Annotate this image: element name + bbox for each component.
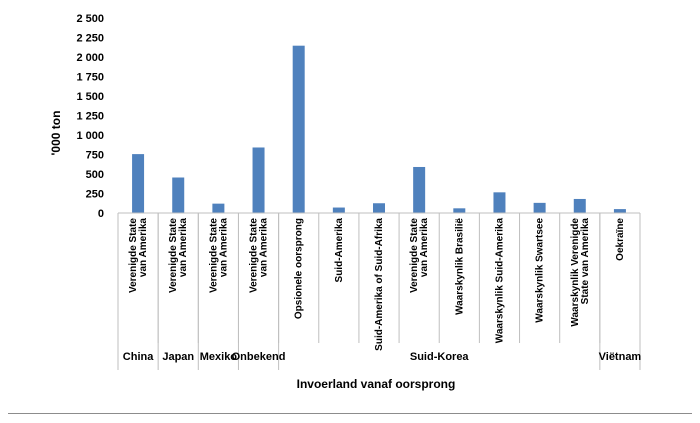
bar (252, 147, 265, 213)
category-label: Verenigde State (249, 218, 260, 293)
y-axis-title: '000 ton (49, 111, 63, 156)
bar (613, 209, 626, 213)
category-label: Suid-Amerika of Suid-Afrika (374, 218, 385, 351)
bar (493, 192, 506, 213)
category-label: Verenigde State (128, 218, 139, 293)
bar (332, 207, 345, 213)
bar (533, 202, 546, 213)
bar (413, 166, 426, 213)
y-tick-label: 1 000 (76, 130, 104, 142)
bar (132, 154, 145, 213)
category-label: Verenigde State (409, 218, 420, 293)
category-label: Verenigde State (208, 218, 219, 293)
category-label: Oekraïne (615, 218, 626, 261)
y-tick-label: 1 250 (76, 111, 104, 123)
y-tick-label: 1 750 (76, 72, 104, 84)
category-labels: Verenigde State van Amerika Verenigde Stat… (128, 218, 626, 351)
group-label: Japan (162, 351, 194, 363)
y-tick-label: 500 (86, 169, 104, 181)
bar (453, 208, 466, 213)
bar (573, 198, 586, 213)
category-label: Waarskynlik Brasilië (454, 218, 465, 315)
y-tick-label: 1 500 (76, 91, 104, 103)
category-label: van Amerika (419, 218, 430, 278)
category-label: van Amerika (259, 218, 270, 278)
bottom-divider (8, 413, 692, 414)
category-label: van Amerika (178, 218, 189, 278)
y-axis-ticks: 0 250 500 750 1 000 1 250 1 500 1 750 2 000 2 250… (76, 13, 104, 220)
bar (292, 45, 305, 213)
bar (212, 203, 225, 213)
y-tick-label: 750 (86, 150, 104, 162)
group-label: Mexiko (200, 351, 238, 363)
category-label: Verenigde State (168, 218, 179, 293)
bar (373, 203, 385, 213)
category-label: Opsionele oorsprong (294, 218, 305, 319)
group-label: Onbekend (232, 351, 286, 363)
group-label: Suid-Korea (410, 351, 470, 363)
y-tick-label: 2 000 (76, 52, 104, 64)
group-label: China (123, 351, 154, 363)
category-label: Waarskynlik Suid-Amerika (494, 218, 505, 344)
x-axis-title: Invoerland vanaf oorsprong (297, 377, 456, 391)
category-label: van Amerika (218, 218, 229, 278)
category-label: State van Amerika (580, 218, 591, 305)
y-tick-label: 250 (86, 189, 104, 201)
axis-frame (117, 212, 641, 370)
category-label: van Amerika (138, 218, 149, 278)
category-label: Waarskynlik Verenigde (570, 218, 581, 327)
category-label: Waarskynlik Swartsee (535, 218, 546, 323)
y-tick-label: 2 500 (76, 13, 104, 25)
group-label: Viëtnam (599, 351, 642, 363)
category-label: Suid-Amerika (334, 218, 345, 283)
y-tick-label: 2 250 (76, 33, 104, 45)
bar (172, 177, 185, 213)
bars (132, 45, 626, 213)
y-tick-label: 0 (98, 208, 104, 220)
